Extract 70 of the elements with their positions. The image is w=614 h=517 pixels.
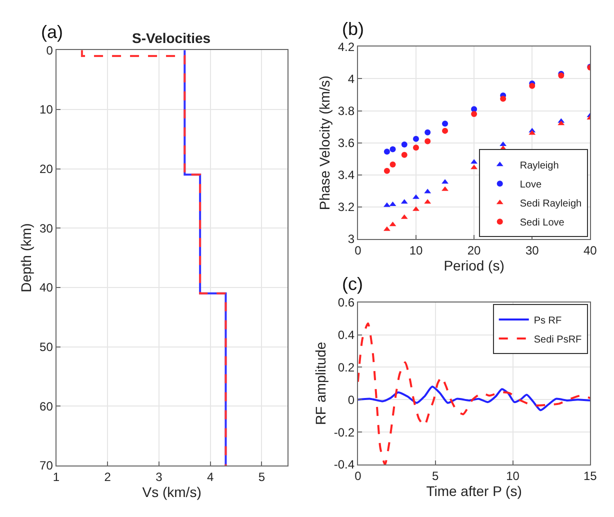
x-axis-title: Period (s) (444, 257, 504, 274)
point (412, 194, 420, 199)
point (424, 129, 431, 136)
point (442, 179, 448, 184)
y-tick-label: 0.4 (338, 328, 355, 342)
y-tick-label: 0.2 (338, 360, 355, 374)
text: (a) (41, 22, 63, 42)
y-tick-label: 4 (348, 72, 355, 86)
x-tick-label: 4 (206, 470, 214, 484)
y-axis-title: Phase Velocity (km/s) (316, 76, 332, 210)
point (471, 110, 478, 117)
line-series (358, 322, 590, 464)
legend-label: Sedi Rayleigh (520, 198, 582, 210)
text: (b) (342, 19, 364, 39)
line-series (80, 50, 227, 466)
x-tick-label: 1 (52, 470, 60, 484)
y-tick-label: 0 (348, 392, 355, 407)
y-tick-label: 4.2 (338, 40, 355, 54)
point (412, 144, 419, 151)
y-tick-label: 60 (40, 399, 54, 414)
line-series (358, 386, 590, 412)
point (384, 148, 390, 155)
y-tick-label: 20 (40, 162, 54, 176)
y-axis-title: RF amplitude (312, 342, 328, 426)
point (500, 96, 506, 102)
y-tick-label: 3.2 (338, 200, 355, 214)
y-tick-label: 10 (40, 102, 54, 117)
legend-label: Rayleigh (520, 160, 559, 172)
y-tick-label: 70 (40, 458, 54, 473)
x-tick-label: 15 (584, 468, 598, 483)
point (424, 138, 431, 144)
y-tick-label: 3 (348, 232, 355, 246)
x-axis-title: Time after P (s) (426, 482, 522, 499)
y-tick-label: 50 (40, 340, 54, 354)
point (412, 136, 419, 142)
point (384, 168, 390, 174)
x-tick-label: 30 (525, 243, 540, 258)
y-tick-label: -0.2 (334, 425, 355, 440)
y-tick-label: 0.6 (338, 296, 355, 310)
x-tick-label: 3 (156, 470, 163, 484)
y-tick-label: 30 (40, 221, 54, 236)
point (390, 161, 396, 168)
x-tick-label: 10 (506, 468, 520, 483)
y-tick-label: 40 (40, 280, 54, 295)
point (442, 128, 448, 134)
point (442, 120, 448, 127)
y-tick-label: 0 (46, 43, 54, 58)
x-tick-label: 20 (467, 243, 482, 258)
point (401, 141, 408, 148)
point (412, 206, 420, 211)
text: (c) (342, 274, 363, 294)
x-tick-label: 5 (258, 470, 266, 484)
y-tick-label: 3.8 (338, 104, 355, 118)
point (442, 186, 448, 191)
point (390, 146, 396, 152)
chart-title: S-Velocities (132, 30, 211, 46)
y-axis-title: Depth (km) (18, 223, 34, 292)
x-tick-label: 40 (584, 243, 598, 258)
x-axis-title: Vs (km/s) (142, 484, 202, 500)
legend-label: Sedi PsRF (534, 334, 582, 346)
y-tick-label: 3.6 (338, 136, 355, 150)
legend-label: Sedi Love (520, 217, 565, 228)
x-tick-label: 2 (104, 470, 112, 484)
point (401, 152, 408, 158)
x-tick-label: 10 (409, 243, 423, 258)
x-tick-label: 5 (432, 468, 439, 483)
y-tick-label: -0.4 (334, 458, 355, 472)
legend-label: Love (520, 179, 542, 190)
y-tick-label: 3.4 (338, 168, 355, 182)
legend-label: Ps RF (534, 315, 562, 326)
